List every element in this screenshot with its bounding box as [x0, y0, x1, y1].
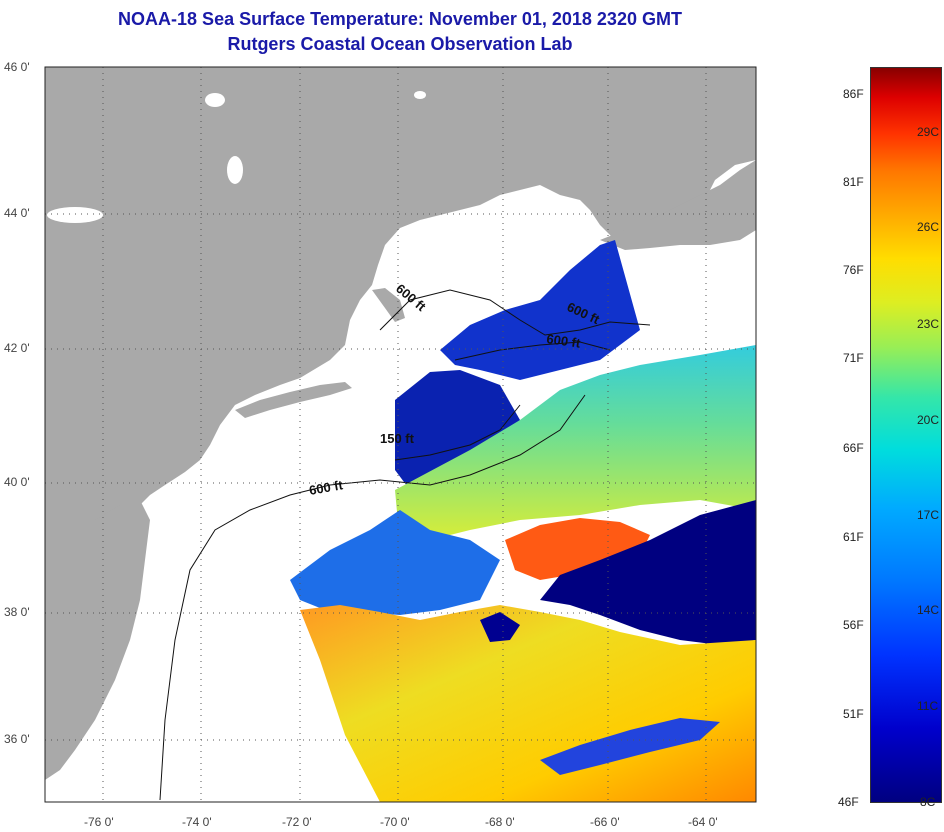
colorbar-f-label: 86F: [843, 87, 864, 101]
lon-tick-label: -66 0': [590, 815, 620, 829]
colorbar-c-label: 8C: [920, 795, 936, 809]
lake: [47, 207, 103, 223]
plot-frame: [44, 66, 757, 803]
lake: [205, 93, 225, 107]
colorbar-c-label: 14C: [917, 603, 940, 617]
depth-contours: [159, 289, 651, 801]
contour-label: 600 ft: [546, 331, 582, 351]
lake: [227, 156, 243, 184]
map-subtitle: Rutgers Coastal Ocean Observation Lab: [227, 34, 573, 54]
map-title: NOAA-18 Sea Surface Temperature: Novembe…: [118, 9, 682, 29]
colorbar-f-label: 56F: [843, 618, 864, 632]
sst-shelf-cold: [395, 370, 520, 490]
colorbar-f-label: 66F: [843, 441, 864, 455]
colorbar-f-label: 61F: [843, 530, 864, 544]
lon-tick-label: -76 0': [84, 815, 114, 829]
sst-slope-mixed: [395, 345, 756, 545]
lon-tick-label: -68 0': [485, 815, 515, 829]
colorbar-f-label: 76F: [843, 263, 864, 277]
lat-tick-label: 36 0': [4, 732, 30, 746]
colorbar-c-label: 23C: [917, 317, 940, 331]
sst-west-shelf: [290, 510, 500, 615]
land-delmarva: [45, 500, 150, 780]
colorbar: [870, 67, 942, 803]
lat-tick-label: 40 0': [4, 475, 30, 489]
colorbar-f-label: 81F: [843, 175, 864, 189]
colorbar-c-label: 11C: [917, 699, 939, 713]
lon-tick-label: -72 0': [282, 815, 312, 829]
lon-tick-label: -70 0': [380, 815, 410, 829]
lake: [414, 91, 426, 99]
colorbar-c-label: 26C: [917, 220, 940, 234]
land-nova-scotia: [600, 160, 756, 250]
land-us-mainland: [45, 67, 756, 740]
colorbar-c-label: 29C: [917, 125, 940, 139]
lat-tick-label: 46 0': [4, 60, 30, 74]
land-long-island: [235, 382, 352, 418]
colorbar-c-label: 17C: [917, 508, 940, 522]
lon-tick-label: -64 0': [688, 815, 718, 829]
lat-tick-label: 44 0': [4, 206, 30, 220]
colorbar-f-label: 51F: [843, 707, 864, 721]
contour-label: 600 ft: [308, 477, 345, 498]
sst-cold-filament: [540, 718, 720, 775]
sst-cold-blob: [480, 612, 520, 642]
lat-tick-label: 42 0': [4, 341, 30, 355]
lat-tick-label: 38 0': [4, 605, 30, 619]
colorbar-c-label: 20C: [917, 413, 940, 427]
colorbar-f-label: 71F: [843, 351, 864, 365]
colorbar-f-label: 46F: [838, 795, 859, 809]
contour-label: 150 ft: [380, 431, 415, 446]
graticule: [45, 67, 756, 802]
sst-cold-ring: [540, 500, 756, 645]
lon-tick-label: -74 0': [182, 815, 212, 829]
